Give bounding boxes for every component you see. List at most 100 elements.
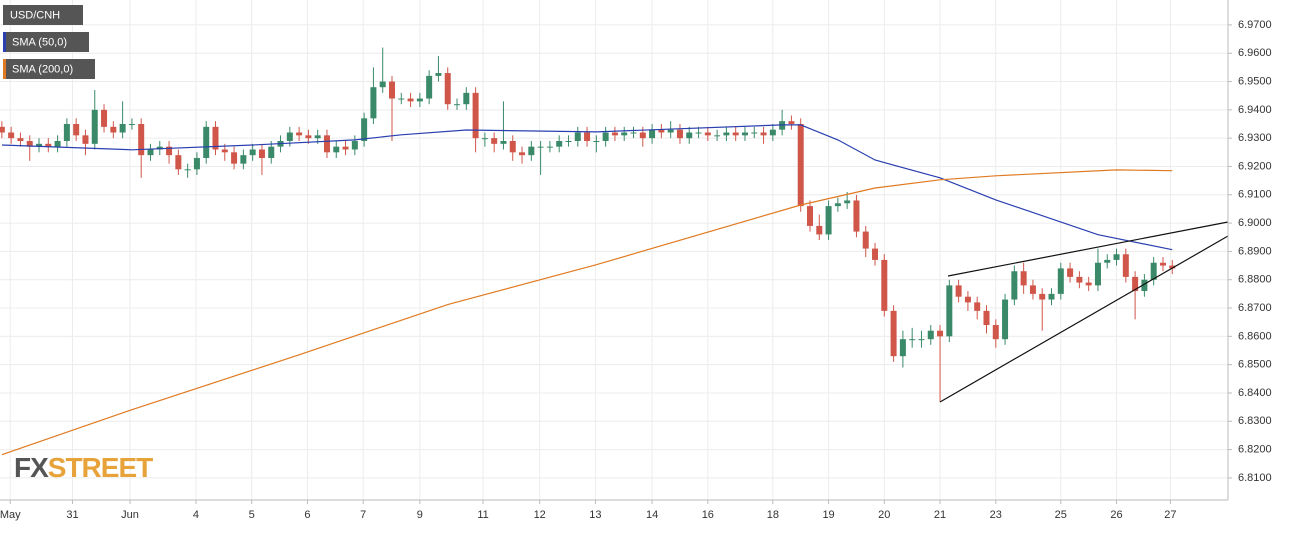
candle-body [1067,268,1074,277]
candle-body [1104,259,1111,263]
candle-body [26,140,33,147]
candle-body [454,104,461,106]
candle-body [621,132,628,136]
axes: 6.8100 6.8200 6.8300 6.8400 6.8500 6.8600 6.87… [0,19,1272,521]
candle-body [649,129,656,139]
candle-body [630,132,637,134]
candle-body [964,296,971,303]
candle-body [17,138,24,141]
legend-box [3,59,95,79]
candle-body [565,140,572,142]
candle-body [1020,271,1027,286]
wedge-upper-line [947,221,1229,277]
y-tick-label: 6.9300 [1238,132,1272,144]
x-tick-label: 9 [417,509,423,521]
plot [0,47,1176,456]
legend-entry: SMA (50,0) [12,36,67,48]
legend-entry: SMA (200,0) [12,63,73,75]
candle-body [110,126,117,133]
candle-body [8,132,15,139]
y-tick-label: 6.8500 [1238,359,1272,371]
candle-body [240,155,247,164]
candle-body [54,140,61,147]
x-tick-label: 18 [767,509,779,521]
candle-body [463,92,470,105]
y-tick-label: 6.9400 [1238,104,1272,116]
candle-body [249,149,256,156]
legend: USD/CNH SMA (50,0) SMA (200,0) [3,5,95,79]
legend-box [3,32,89,52]
candle-body [268,146,275,158]
y-tick-label: 6.8800 [1238,274,1272,286]
candle-body [695,132,702,134]
candle-body [862,231,869,249]
candle-body [351,140,358,150]
candle-body [323,135,330,153]
candle-body [36,143,43,147]
candle-body [927,330,934,340]
candle-body [63,124,70,141]
x-tick-label: 5 [249,509,255,521]
candle-body [1141,279,1148,292]
candle-body [816,225,823,235]
candle-body [556,140,563,147]
candle-body [1132,276,1139,292]
candle-body [872,248,879,260]
candle-body [881,259,888,311]
x-tick-label: 27 [1164,509,1176,521]
candle-body [73,124,80,136]
candle-body [676,129,683,139]
candle-body [983,310,990,326]
candle-body [760,132,767,136]
y-tick-label: 6.9000 [1238,217,1272,229]
x-tick-label: 23 [990,509,1002,521]
candle-body [426,75,433,99]
candle-body [946,285,953,337]
sma-line [1,169,1173,456]
candle-body [769,129,776,136]
candle-body [853,200,860,232]
candle-body [193,157,200,170]
y-tick-label: 6.8400 [1238,387,1272,399]
candle-body [528,146,535,156]
candle-body [101,109,108,127]
watermark-fx: FX [14,452,49,483]
candle-body [732,132,739,136]
x-tick-label: 21 [934,509,946,521]
candle-body [890,310,897,357]
candle-body [602,132,609,141]
candle-body [537,146,544,148]
candle-body [955,285,962,297]
y-tick-label: 6.9700 [1238,19,1272,31]
candle-body [806,206,813,226]
x-tick-label: 7 [360,509,366,521]
legend-title: USD/CNH [10,9,60,21]
candle-body [82,135,89,144]
candle-body [296,132,303,136]
legend-box [3,5,83,25]
candle-body [992,325,999,340]
candle-body [500,140,507,144]
y-tick-label: 6.8900 [1238,245,1272,257]
candle-body [361,118,368,141]
candle-body [546,146,553,148]
y-tick-label: 6.8600 [1238,330,1272,342]
candle-body [91,109,98,144]
candle-body [918,339,925,341]
candle-body [491,138,498,144]
grid [0,0,1228,500]
candle-body [751,132,758,134]
candle-body [1029,285,1036,294]
candle-body [333,146,340,153]
candle-body [305,135,312,139]
candle-body [1048,293,1055,300]
y-tick-label: 6.9200 [1238,160,1272,172]
candle-body [231,152,238,164]
candle-body [1076,276,1083,283]
candle-body [1002,299,1009,340]
y-tick-label: 6.9500 [1238,75,1272,87]
candle-body [611,132,618,136]
x-tick-label: 25 [1055,509,1067,521]
candle-body [166,146,173,156]
